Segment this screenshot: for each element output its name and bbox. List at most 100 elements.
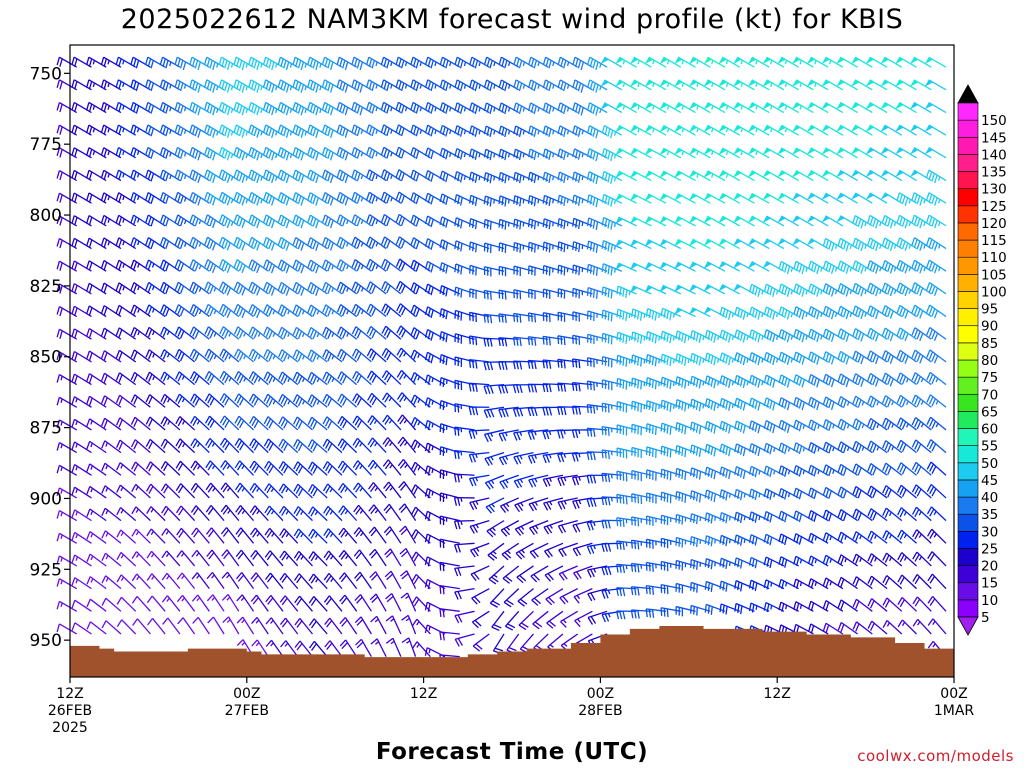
wind-barb [912, 596, 932, 612]
wind-barb [498, 195, 519, 207]
wind-barb [821, 101, 844, 114]
wind-barb [159, 124, 181, 137]
wind-barb [896, 349, 917, 364]
wind-barb [204, 236, 225, 251]
wind-barb [307, 192, 328, 206]
wind-barb [734, 397, 755, 411]
wind-barb [116, 574, 137, 590]
wind-barb [806, 56, 829, 68]
wind-barb [424, 283, 446, 296]
wind-barb [718, 101, 741, 114]
wind-barb [503, 588, 520, 608]
wind-barb [674, 79, 696, 91]
wind-barb [307, 416, 328, 431]
wind-barb [233, 236, 254, 251]
wind-barb [836, 101, 858, 114]
wind-barb [366, 214, 387, 227]
colorbar-swatch [957, 411, 979, 429]
wind-barb [719, 352, 741, 366]
wind-barb [410, 237, 431, 250]
wind-barb [557, 171, 578, 183]
wind-barb [690, 558, 711, 570]
wind-barb [145, 349, 166, 363]
wind-barb [675, 421, 696, 435]
wind-barb [115, 147, 136, 159]
wind-barb [852, 327, 873, 342]
wind-barb [867, 372, 888, 387]
wind-barb [498, 361, 519, 370]
wind-barb [71, 237, 92, 250]
wind-barb [882, 575, 903, 590]
wind-barb [189, 303, 210, 318]
wind-barb [130, 259, 151, 272]
wind-barb [85, 56, 107, 68]
wind-barb [71, 147, 92, 159]
wind-barb [498, 451, 519, 466]
wind-barb [368, 526, 387, 544]
wind-barb [734, 352, 755, 366]
wind-barb [484, 451, 505, 466]
wind-barb [410, 56, 431, 69]
wind-barb [56, 464, 78, 476]
wind-barb [911, 484, 932, 499]
wind-barb [218, 169, 240, 184]
wind-barb [733, 147, 755, 159]
wind-barb [381, 303, 402, 318]
wind-barb [807, 374, 829, 388]
wind-barb [410, 349, 431, 363]
wind-barb [645, 561, 667, 572]
wind-barb [557, 148, 578, 160]
wind-barb [86, 553, 107, 567]
wind-barb [278, 349, 299, 363]
wind-barb [85, 124, 107, 136]
wind-barb [367, 459, 387, 476]
wind-barb [410, 169, 431, 182]
colorbar-label: 110 [981, 250, 1007, 266]
wind-barb [469, 264, 490, 276]
wind-barb [321, 79, 343, 93]
wind-barb [517, 588, 534, 607]
y-tick-label: 825 [30, 277, 62, 297]
wind-barb [528, 474, 549, 488]
wind-barb [71, 464, 92, 476]
wind-barb [645, 354, 667, 367]
wind-barb [601, 286, 623, 299]
wind-barb [130, 416, 151, 431]
wind-barb [807, 442, 829, 454]
wind-barb [115, 417, 137, 431]
wind-barb [380, 101, 402, 114]
wind-barb [645, 585, 667, 595]
wind-barb [644, 262, 667, 272]
wind-barb [395, 79, 416, 92]
wind-barb [86, 237, 107, 250]
wind-barb [806, 237, 829, 250]
wind-barb [762, 147, 785, 159]
wind-barb [218, 146, 240, 161]
wind-barb [410, 394, 431, 408]
wind-barb [424, 533, 446, 544]
wind-barb [793, 419, 814, 432]
wind-barb [925, 237, 947, 251]
wind-barb [307, 394, 328, 408]
wind-barb [690, 604, 711, 616]
wind-barb [615, 79, 637, 91]
wind-barb [689, 352, 711, 366]
wind-barb [292, 192, 313, 206]
wind-barb [56, 215, 78, 227]
wind-barb [278, 416, 299, 431]
wind-barb [674, 215, 696, 227]
wind-barb [557, 451, 578, 463]
wind-barb [660, 376, 682, 390]
wind-barb [528, 288, 549, 300]
wind-barb [927, 573, 947, 590]
wind-barb [71, 305, 92, 318]
wind-barb [396, 392, 417, 408]
wind-barb [527, 406, 549, 417]
wind-barb [763, 556, 785, 569]
wind-barb [439, 446, 460, 456]
wind-barb [909, 79, 932, 91]
wind-barb [527, 241, 549, 253]
wind-barb [159, 214, 181, 227]
wind-barb [249, 460, 269, 476]
wind-barb [439, 193, 461, 206]
